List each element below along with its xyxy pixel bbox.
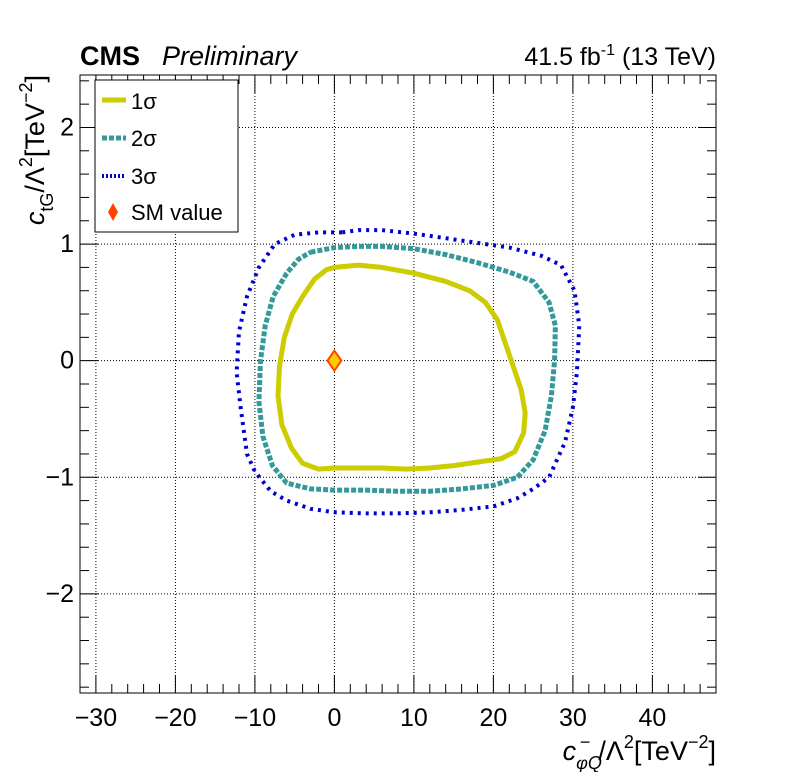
y-tick-label: 2: [60, 113, 74, 141]
x-tick-label: 40: [638, 704, 666, 732]
grid: [80, 75, 716, 693]
x-tick-label: −20: [154, 704, 196, 732]
y-tick-label: 0: [60, 347, 74, 375]
y-tick-label: −1: [45, 463, 74, 491]
legend-label-3sigma: 3σ: [131, 164, 157, 189]
energy-label: (13 TeV): [615, 43, 716, 71]
contour-3sigma: [234, 228, 582, 516]
lumi-value: 41.5 fb: [524, 43, 600, 71]
legend: 1σ 2σ 3σ SM value: [94, 79, 239, 233]
experiment-label: CMS: [80, 41, 140, 71]
contour-1sigma: [275, 262, 528, 472]
legend-box: [94, 79, 239, 233]
lumi-label: 41.5 fb-1 (13 TeV): [524, 42, 716, 71]
sm-marker: [326, 348, 343, 373]
legend-label-sm: SM value: [131, 200, 223, 225]
legend-label-2sigma: 2σ: [131, 126, 157, 151]
x-axis-label: cφQ−/Λ2[TeV−2]: [563, 732, 716, 772]
x-tick-label: 20: [479, 704, 507, 732]
y-tick-label: 1: [60, 230, 74, 258]
x-tick-label: 30: [559, 704, 587, 732]
status-label: Preliminary: [162, 41, 299, 71]
x-tick-label: 0: [327, 704, 341, 732]
x-tick-label: −10: [234, 704, 276, 732]
contour-2sigma: [256, 243, 558, 494]
legend-swatch-sm: [108, 203, 118, 221]
legend-label-1sigma: 1σ: [131, 89, 157, 114]
contours: [234, 228, 582, 516]
lumi-exponent: -1: [601, 42, 615, 59]
x-tick-label: 10: [400, 704, 428, 732]
x-tick-label: −30: [75, 704, 117, 732]
y-axis-label: ctG/Λ2[TeV−2]: [16, 75, 57, 225]
sm-value-marker: [326, 348, 343, 373]
y-tick-label: −2: [45, 580, 74, 608]
header-left: CMS Preliminary: [80, 41, 299, 71]
